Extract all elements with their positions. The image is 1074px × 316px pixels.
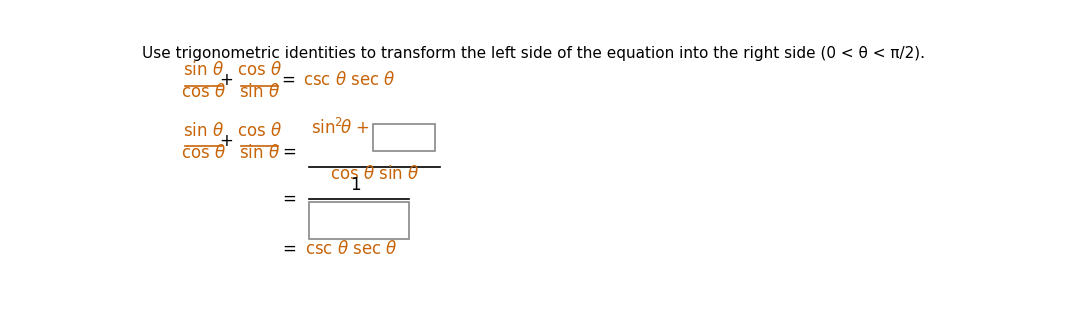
Text: 1: 1: [350, 176, 361, 194]
Bar: [308, 202, 409, 239]
Text: =: =: [282, 190, 296, 208]
Text: +: +: [219, 132, 233, 150]
Text: csc $\mathit{\theta}$ sec $\mathit{\theta}$: csc $\mathit{\theta}$ sec $\mathit{\thet…: [303, 71, 396, 89]
Bar: [373, 124, 435, 151]
Text: cos $\mathit{\theta}$: cos $\mathit{\theta}$: [180, 144, 226, 162]
Text: =: =: [280, 71, 294, 89]
Text: cos $\mathit{\theta}$: cos $\mathit{\theta}$: [237, 61, 282, 79]
Text: csc $\mathit{\theta}$ sec $\mathit{\theta}$: csc $\mathit{\theta}$ sec $\mathit{\thet…: [305, 240, 397, 258]
Text: +: +: [219, 71, 233, 89]
Text: sin $\mathit{\theta}$: sin $\mathit{\theta}$: [183, 122, 223, 140]
Text: sin $\mathit{\theta}$: sin $\mathit{\theta}$: [183, 61, 223, 79]
Text: sin $\mathit{\theta}$: sin $\mathit{\theta}$: [240, 144, 280, 162]
Text: sin$^2\!\mathit{\theta}$ +: sin$^2\!\mathit{\theta}$ +: [311, 118, 369, 138]
Text: =: =: [282, 143, 296, 161]
Text: cos $\mathit{\theta}$ sin $\mathit{\theta}$: cos $\mathit{\theta}$ sin $\mathit{\thet…: [330, 165, 419, 183]
Text: Use trigonometric identities to transform the left side of the equation into the: Use trigonometric identities to transfor…: [142, 46, 925, 61]
Text: =: =: [282, 240, 296, 258]
Text: cos $\mathit{\theta}$: cos $\mathit{\theta}$: [237, 122, 282, 140]
Text: cos $\mathit{\theta}$: cos $\mathit{\theta}$: [180, 83, 226, 101]
Text: sin $\mathit{\theta}$: sin $\mathit{\theta}$: [240, 83, 280, 101]
